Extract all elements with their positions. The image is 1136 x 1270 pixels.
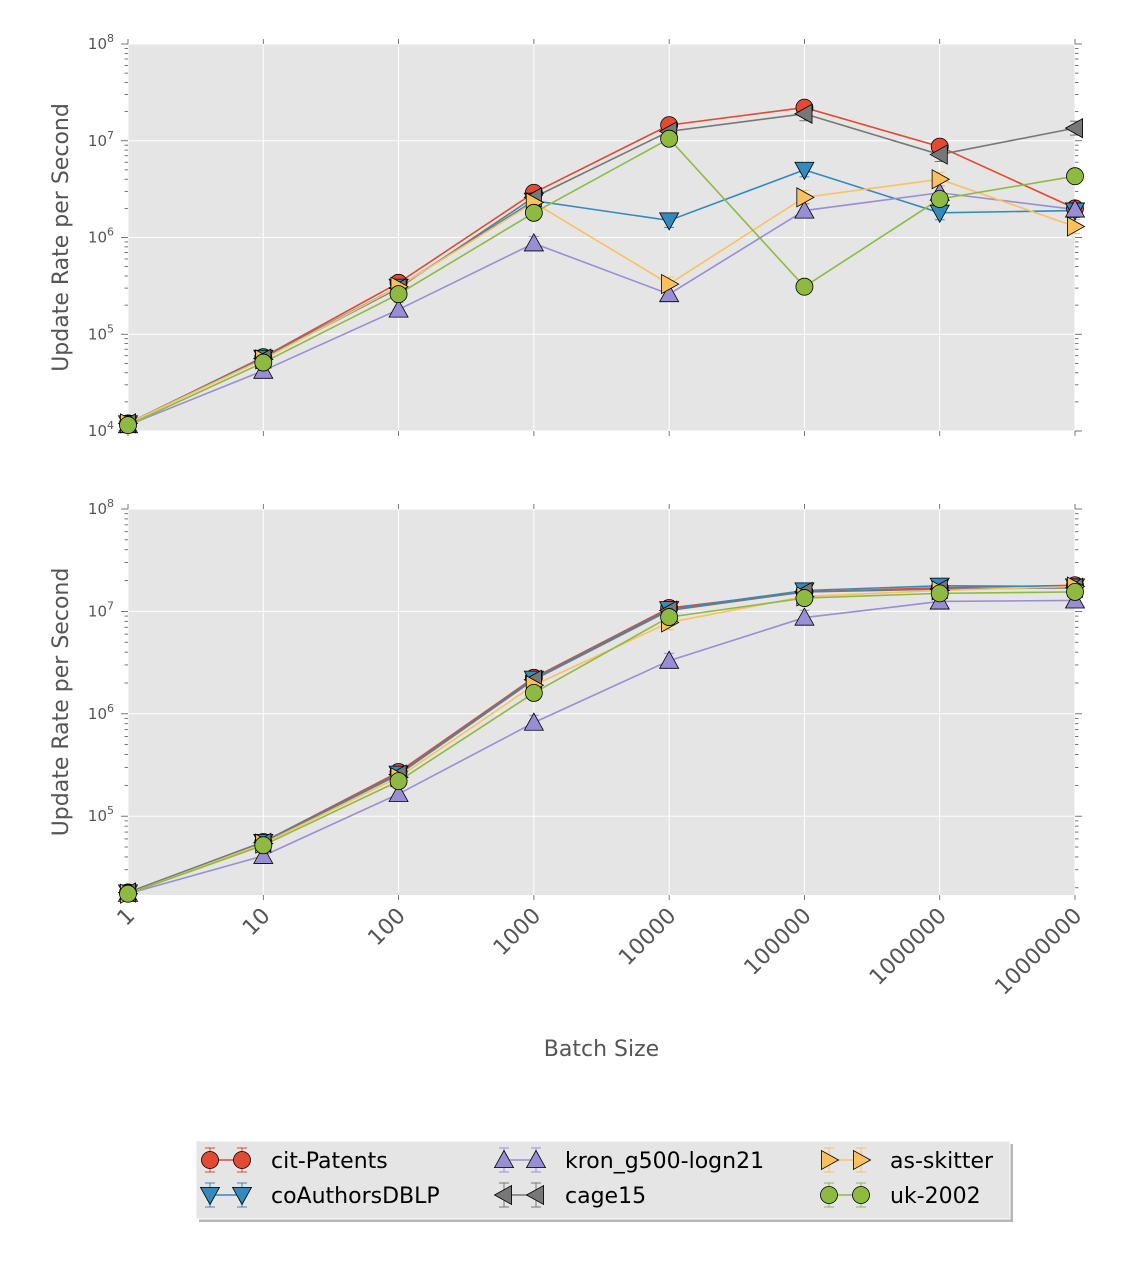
x-tick-label: 100000	[740, 904, 817, 981]
series-layer	[117, 576, 1086, 904]
data-point-uk-2002	[524, 683, 543, 702]
y-axis-label: Update Rate per Second	[49, 568, 74, 837]
legend-marker	[493, 1184, 513, 1206]
data-point-kron_g500-logn21	[658, 283, 680, 303]
y-tick-label: 108	[88, 32, 114, 53]
legend-box	[195, 1140, 1011, 1220]
data-point-as-skitter	[661, 273, 680, 295]
data-point-uk-2002	[930, 584, 949, 603]
y-tick-label: 105	[88, 322, 114, 343]
y-tick-label: 107	[88, 129, 114, 150]
legend-label: as-skitter	[890, 1149, 994, 1174]
data-point-uk-2002	[1066, 167, 1084, 186]
data-point-kron_g500-logn21	[794, 200, 815, 219]
data-point-uk-2002	[660, 608, 679, 626]
data-point-cage15	[929, 144, 948, 165]
data-point-kron_g500-logn21	[658, 650, 680, 669]
legend-marker	[199, 1187, 221, 1206]
series-line-cage15	[127, 587, 1076, 894]
legend-marker	[820, 1186, 838, 1204]
y-axis-label: Update Rate per Second	[49, 103, 74, 372]
x-tick-label: 1000	[489, 904, 546, 961]
data-point-cage15	[1064, 117, 1083, 139]
data-point-as-skitter	[1067, 216, 1086, 237]
legend-label: uk-2002	[890, 1184, 981, 1209]
data-point-uk-2002	[524, 203, 543, 222]
data-point-coAuthorsDBLP	[794, 161, 815, 181]
series-line-uk-2002	[127, 591, 1076, 895]
series-line-as-skitter	[127, 178, 1076, 425]
legend-label: kron_g500-logn21	[565, 1149, 764, 1174]
data-point-uk-2002	[389, 772, 408, 791]
x-tick-label: 1000000	[865, 904, 952, 991]
data-point-kron_g500-logn21	[388, 783, 409, 802]
x-tick-label: 1	[113, 904, 141, 932]
bottom-panel: 105 106 107 108 Update Rate per Second 1 10 100…	[49, 497, 1087, 1062]
data-point-uk-2002	[119, 416, 137, 435]
data-point-uk-2002	[930, 190, 949, 208]
top-panel: 104 105 106 107 108 Update Rate per Second	[49, 32, 1086, 440]
legend-marker	[852, 1186, 870, 1204]
x-tick-label: 100	[363, 904, 410, 951]
legend: cit-Patents kron_g500-logn21 as-skitter coA…	[195, 1140, 1013, 1222]
data-point-uk-2002	[795, 589, 814, 607]
x-tick-label: 10	[238, 904, 275, 941]
series-layer	[117, 98, 1086, 435]
legend-marker	[525, 1149, 547, 1168]
legend-label: coAuthorsDBLP	[271, 1184, 440, 1209]
data-point-uk-2002	[254, 353, 273, 372]
data-point-kron_g500-logn21	[794, 607, 815, 626]
x-tick-label: 10000000	[990, 904, 1087, 1001]
series-line-uk-2002	[127, 137, 1076, 426]
data-point-uk-2002	[660, 129, 679, 148]
data-point-as-skitter	[931, 169, 951, 190]
data-point-uk-2002	[119, 884, 137, 903]
y-tick-label: 108	[88, 497, 114, 518]
y-tick-label: 106	[88, 226, 114, 247]
data-point-cage15	[794, 103, 813, 124]
legend-label: cit-Patents	[271, 1149, 388, 1174]
x-tick-label: 10000	[614, 904, 681, 971]
legend-marker	[821, 1149, 840, 1171]
data-point-uk-2002	[254, 836, 273, 855]
legend-marker	[233, 1151, 251, 1169]
series-line-cit-Patents	[127, 106, 1076, 425]
legend-marker	[525, 1184, 544, 1206]
data-point-kron_g500-logn21	[523, 712, 545, 731]
data-point-coAuthorsDBLP	[658, 212, 680, 231]
legend-label: cage15	[565, 1184, 646, 1209]
data-point-kron_g500-logn21	[388, 299, 409, 318]
data-point-uk-2002	[389, 285, 408, 304]
y-tick-label: 106	[88, 702, 114, 723]
legend-marker	[201, 1151, 219, 1169]
data-point-kron_g500-logn21	[1064, 199, 1086, 218]
data-point-as-skitter	[796, 187, 815, 208]
data-point-kron_g500-logn21	[253, 845, 274, 864]
legend-marker	[231, 1187, 253, 1206]
series-line-kron_g500-logn21	[127, 599, 1076, 895]
y-tick-label: 107	[88, 599, 114, 620]
data-point-uk-2002	[795, 277, 814, 296]
legend-marker	[853, 1149, 872, 1171]
legend-marker	[493, 1149, 515, 1168]
x-axis-label: Batch Size	[544, 1037, 659, 1062]
y-tick-label: 104	[88, 419, 114, 440]
data-point-uk-2002	[1066, 583, 1084, 601]
series-line-kron_g500-logn21	[127, 191, 1076, 426]
y-tick-label: 105	[88, 804, 114, 825]
data-point-kron_g500-logn21	[523, 233, 545, 252]
series-line-as-skitter	[127, 585, 1076, 895]
